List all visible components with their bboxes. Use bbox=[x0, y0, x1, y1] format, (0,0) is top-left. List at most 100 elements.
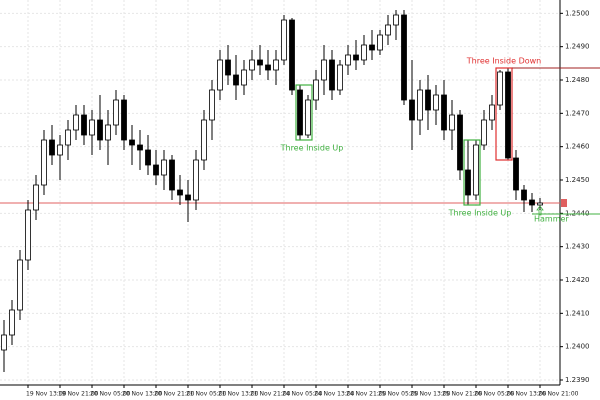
candle-body bbox=[313, 79, 319, 101]
candle-body bbox=[489, 104, 495, 121]
y-tick-label: 1.2450 bbox=[565, 176, 590, 184]
candle-body bbox=[337, 64, 343, 91]
candle-body bbox=[1, 334, 7, 351]
y-tick-label: 1.2420 bbox=[565, 276, 590, 284]
hammer-arrow bbox=[536, 205, 544, 216]
pattern-box bbox=[463, 139, 481, 206]
candle-body bbox=[257, 59, 263, 66]
pattern-box bbox=[495, 67, 513, 161]
candle-body bbox=[121, 99, 127, 141]
candle-body bbox=[225, 59, 231, 76]
candle-body bbox=[497, 71, 503, 106]
candle-body bbox=[377, 34, 383, 51]
y-tick-label: 1.2440 bbox=[565, 209, 590, 217]
x-tick-label: 20 Nov 13:00 bbox=[122, 391, 163, 398]
candle-body bbox=[185, 194, 191, 201]
candle-body bbox=[49, 139, 55, 156]
candle-body bbox=[441, 94, 447, 131]
candle-body bbox=[273, 59, 279, 71]
candle-body bbox=[345, 54, 351, 66]
candle-body bbox=[505, 71, 511, 159]
candle-body bbox=[113, 99, 119, 126]
x-tick-label: 21 Nov 05:00 bbox=[186, 391, 227, 398]
candle-body bbox=[153, 164, 159, 176]
x-tick-label: 24 Nov 13:00 bbox=[314, 391, 355, 398]
x-tick-label: 20 Nov 05:00 bbox=[90, 391, 131, 398]
candle-body bbox=[25, 209, 31, 261]
candle-body bbox=[169, 159, 175, 191]
candle-body bbox=[385, 24, 391, 36]
y-tick-label: 1.2410 bbox=[565, 309, 590, 317]
y-tick-label: 1.2400 bbox=[565, 343, 590, 351]
candle-body bbox=[177, 189, 183, 196]
candle-body bbox=[145, 149, 151, 166]
x-tick-label: 20 Nov 21:00 bbox=[154, 391, 195, 398]
candle-body bbox=[129, 139, 135, 146]
candle-body bbox=[481, 119, 487, 146]
candle-body bbox=[465, 169, 471, 196]
candle-body bbox=[409, 99, 415, 121]
candle-body bbox=[233, 74, 239, 86]
candle-body bbox=[353, 54, 359, 61]
y-tick-label: 1.2430 bbox=[565, 243, 590, 251]
candle-body bbox=[265, 64, 271, 71]
candle-body bbox=[513, 157, 519, 191]
candle-body bbox=[81, 114, 87, 136]
x-tick-label: 21 Nov 13:00 bbox=[218, 391, 259, 398]
candle-body bbox=[137, 144, 143, 151]
pattern-label: Three Inside Up bbox=[448, 209, 512, 218]
y-tick-label: 1.2390 bbox=[565, 376, 590, 384]
x-tick-label: 25 Nov 13:00 bbox=[410, 391, 451, 398]
candle-body bbox=[57, 144, 63, 156]
candle-body bbox=[209, 89, 215, 121]
candle-body bbox=[73, 114, 79, 131]
candle-body bbox=[17, 259, 23, 311]
candle-body bbox=[529, 199, 535, 206]
candle-body bbox=[521, 189, 527, 201]
x-tick-label: 25 Nov 05:00 bbox=[378, 391, 419, 398]
x-tick-label: 19 Nov 13:00 bbox=[26, 391, 67, 398]
candle-body bbox=[161, 159, 167, 176]
pattern-label: Three Inside Up bbox=[280, 144, 344, 153]
x-tick-label: 24 Nov 21:00 bbox=[346, 391, 387, 398]
x-tick-label: 25 Nov 21:00 bbox=[442, 391, 483, 398]
candle-body bbox=[281, 19, 287, 61]
candle-body bbox=[41, 139, 47, 186]
candle-body bbox=[33, 184, 39, 211]
candle-body bbox=[329, 59, 335, 91]
x-tick-label: 24 Nov 05:00 bbox=[282, 391, 323, 398]
candle-body bbox=[201, 119, 207, 161]
y-tick-label: 1.2460 bbox=[565, 143, 590, 151]
candle-body bbox=[433, 94, 439, 111]
candle-body bbox=[305, 99, 311, 136]
candle-body bbox=[393, 14, 399, 26]
pattern-label: Three Inside Down bbox=[466, 57, 542, 66]
x-tick-label: 19 Nov 21:00 bbox=[58, 391, 99, 398]
candle-body bbox=[473, 144, 479, 196]
candle-body bbox=[369, 44, 375, 51]
y-tick-label: 1.2490 bbox=[565, 43, 590, 51]
candle-body bbox=[105, 124, 111, 141]
x-tick-label: 21 Nov 21:00 bbox=[250, 391, 291, 398]
pattern-box bbox=[295, 84, 313, 141]
x-tick-label: 26 Nov 13:00 bbox=[506, 391, 547, 398]
candle-body bbox=[97, 119, 103, 141]
y-tick-label: 1.2470 bbox=[565, 109, 590, 117]
y-tick-label: 1.2480 bbox=[565, 76, 590, 84]
candle-body bbox=[417, 89, 423, 121]
candle-body bbox=[449, 114, 455, 131]
price-marker bbox=[561, 199, 567, 207]
candle-body bbox=[321, 59, 327, 81]
candle-body bbox=[401, 14, 407, 101]
candle-body bbox=[193, 159, 199, 201]
y-tick-label: 1.2500 bbox=[565, 9, 590, 17]
pattern-label: Hammer bbox=[534, 215, 569, 224]
x-tick-label: 26 Nov 21:00 bbox=[538, 391, 579, 398]
candle-body bbox=[241, 69, 247, 86]
candle-body bbox=[297, 89, 303, 136]
candle-body bbox=[89, 119, 95, 136]
candle-body bbox=[9, 309, 15, 336]
candle-body bbox=[425, 89, 431, 111]
candle-body bbox=[361, 44, 367, 61]
